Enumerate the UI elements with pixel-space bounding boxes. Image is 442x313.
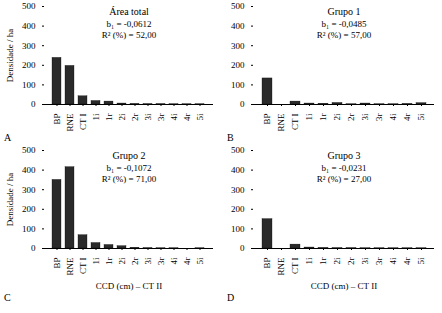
svg-text:3r: 3r <box>374 258 384 266</box>
svg-text:400: 400 <box>231 21 245 31</box>
svg-text:200: 200 <box>231 60 245 70</box>
svg-text:3i: 3i <box>143 257 153 265</box>
svg-text:BP: BP <box>262 114 272 125</box>
html-text:D: D <box>227 292 235 303</box>
svg-text:200: 200 <box>22 204 36 214</box>
svg-text:1r: 1r <box>104 114 114 122</box>
svg-text:4i: 4i <box>169 113 179 121</box>
svg-text:b₁ = -0,0231: b₁ = -0,0231 <box>322 163 367 173</box>
svg-text:3r: 3r <box>156 258 166 266</box>
svg-text:4r: 4r <box>402 258 412 266</box>
svg-text:1i: 1i <box>304 113 314 121</box>
svg-text:CT I: CT I <box>290 258 300 275</box>
svg-text:3i: 3i <box>360 257 370 265</box>
svg-text:0: 0 <box>240 243 245 253</box>
svg-text:R² (%) = 27,00: R² (%) = 27,00 <box>317 174 372 184</box>
svg-text:300: 300 <box>231 185 245 195</box>
svg-text:CT I: CT I <box>290 114 300 131</box>
svg-text:1r: 1r <box>104 258 114 266</box>
svg-text:BP: BP <box>52 258 62 269</box>
svg-text:Grupo 3: Grupo 3 <box>327 150 360 161</box>
svg-text:1r: 1r <box>318 258 328 266</box>
svg-text:3r: 3r <box>374 114 384 122</box>
svg-text:500: 500 <box>22 145 36 155</box>
svg-text:R² (%) = 71,00: R² (%) = 71,00 <box>102 174 157 184</box>
svg-text:b₁ = -0,0612: b₁ = -0,0612 <box>107 19 152 29</box>
svg-text:1i: 1i <box>91 257 101 265</box>
svg-text:4i: 4i <box>169 257 179 265</box>
svg-text:Densidade / ha: Densidade / ha <box>5 29 15 82</box>
svg-text:0: 0 <box>240 99 245 109</box>
svg-text:200: 200 <box>231 204 245 214</box>
svg-text:300: 300 <box>231 41 245 51</box>
svg-text:2i: 2i <box>117 113 127 121</box>
svg-text:R² (%) = 57,00: R² (%) = 57,00 <box>317 30 372 40</box>
svg-text:BP: BP <box>52 114 62 125</box>
svg-text:RNE: RNE <box>276 113 286 132</box>
svg-text:4i: 4i <box>388 113 398 121</box>
svg-text:1i: 1i <box>304 257 314 265</box>
svg-text:CCD (cm) – CT II: CCD (cm) – CT II <box>311 281 377 291</box>
svg-text:Grupo 2: Grupo 2 <box>112 150 145 161</box>
svg-text:2i: 2i <box>117 257 127 265</box>
svg-text:4r: 4r <box>182 258 192 266</box>
svg-text:400: 400 <box>231 165 245 175</box>
svg-text:400: 400 <box>22 165 36 175</box>
html-text:C: C <box>4 292 11 303</box>
svg-text:2r: 2r <box>130 258 140 266</box>
svg-text:4r: 4r <box>402 114 412 122</box>
svg-text:b₁ = -0,0485: b₁ = -0,0485 <box>322 19 367 29</box>
svg-text:4r: 4r <box>182 114 192 122</box>
svg-text:2r: 2r <box>346 114 356 122</box>
svg-text:100: 100 <box>231 224 245 234</box>
svg-text:5i: 5i <box>195 257 205 265</box>
html-text:A: A <box>4 132 12 143</box>
svg-text:Densidade / ha: Densidade / ha <box>5 173 15 226</box>
svg-text:500: 500 <box>22 1 36 11</box>
svg-text:300: 300 <box>22 185 36 195</box>
svg-text:CT I: CT I <box>78 114 88 131</box>
svg-text:4i: 4i <box>388 257 398 265</box>
svg-text:5i: 5i <box>416 257 426 265</box>
svg-text:500: 500 <box>231 1 245 11</box>
svg-text:RNE: RNE <box>276 257 286 276</box>
svg-text:RNE: RNE <box>65 113 75 132</box>
svg-text:100: 100 <box>231 80 245 90</box>
svg-text:Grupo 1: Grupo 1 <box>327 6 360 17</box>
svg-text:400: 400 <box>22 21 36 31</box>
svg-text:b₁ = -0,1072: b₁ = -0,1072 <box>107 163 152 173</box>
svg-text:3i: 3i <box>143 113 153 121</box>
svg-text:R² (%) = 52,00: R² (%) = 52,00 <box>102 30 157 40</box>
svg-text:200: 200 <box>22 60 36 70</box>
svg-text:0: 0 <box>31 99 36 109</box>
svg-text:CT I: CT I <box>78 258 88 275</box>
svg-text:2i: 2i <box>332 113 342 121</box>
svg-text:3r: 3r <box>156 114 166 122</box>
html-text:B: B <box>227 132 234 143</box>
svg-text:2i: 2i <box>332 257 342 265</box>
svg-text:2r: 2r <box>130 114 140 122</box>
svg-text:0: 0 <box>31 243 36 253</box>
svg-text:CCD (cm) – CT II: CCD (cm) – CT II <box>96 281 162 291</box>
svg-text:100: 100 <box>22 224 36 234</box>
svg-text:Área total: Área total <box>109 6 149 17</box>
svg-text:3i: 3i <box>360 113 370 121</box>
svg-text:BP: BP <box>262 258 272 269</box>
svg-text:2r: 2r <box>346 258 356 266</box>
svg-text:5i: 5i <box>195 113 205 121</box>
svg-text:RNE: RNE <box>65 257 75 276</box>
svg-text:1i: 1i <box>91 113 101 121</box>
svg-text:1r: 1r <box>318 114 328 122</box>
svg-text:500: 500 <box>231 145 245 155</box>
svg-text:100: 100 <box>22 80 36 90</box>
svg-text:300: 300 <box>22 41 36 51</box>
svg-text:5i: 5i <box>416 113 426 121</box>
